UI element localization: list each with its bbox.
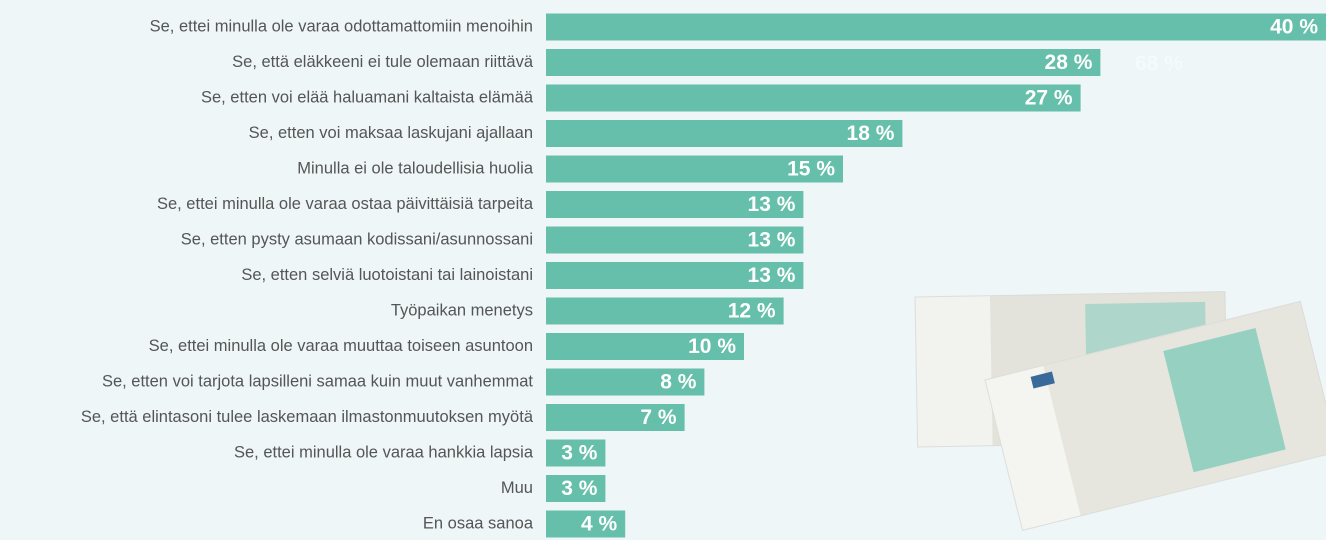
value-label: 3 % xyxy=(561,442,598,465)
value-label: 13 % xyxy=(748,264,796,287)
bar xyxy=(546,14,1326,41)
category-label: Se, ettei minulla ole varaa odottamattom… xyxy=(150,17,533,35)
value-label: 13 % xyxy=(748,193,796,216)
value-label: 15 % xyxy=(787,158,835,181)
value-label: 18 % xyxy=(847,122,895,145)
category-label: Se, etten voi maksaa laskujani ajallaan xyxy=(249,124,533,142)
value-label: 4 % xyxy=(581,513,618,536)
value-label: 40 % xyxy=(1270,16,1318,39)
category-label: Se, etten voi elää haluamani kaltaista e… xyxy=(201,88,534,106)
category-label: Se, etten voi tarjota lapsilleni samaa k… xyxy=(102,372,533,390)
category-label: Muu xyxy=(501,479,533,497)
category-label: Se, etten pysty asumaan kodissani/asunno… xyxy=(181,230,533,248)
category-label: Se, että eläkkeeni ei tule olemaan riitt… xyxy=(232,53,534,71)
category-label: Työpaikan menetys xyxy=(391,301,533,319)
value-label: 8 % xyxy=(660,371,697,394)
category-label: Se, etten selviä luotoistani tai lainois… xyxy=(241,266,533,284)
category-label: Se, ettei minulla ole varaa hankkia laps… xyxy=(234,443,534,461)
category-label: Minulla ei ole taloudellisia huolia xyxy=(297,159,534,177)
chart: Se, ettei minulla ole varaa odottamattom… xyxy=(0,0,1326,540)
value-label: 13 % xyxy=(748,229,796,252)
category-label: Se, ettei minulla ole varaa muuttaa tois… xyxy=(149,337,533,355)
value-label: 27 % xyxy=(1025,87,1073,110)
value-label: 28 % xyxy=(1045,51,1093,74)
category-label: Se, että elintasoni tulee laskemaan ilma… xyxy=(81,408,534,426)
annotation: 68 % xyxy=(1135,52,1183,75)
category-label: En osaa sanoa xyxy=(423,514,534,532)
value-label: 10 % xyxy=(688,335,736,358)
bar xyxy=(546,49,1100,76)
value-label: 7 % xyxy=(640,406,677,429)
bar xyxy=(546,85,1081,112)
value-label: 3 % xyxy=(561,477,598,500)
category-label: Se, ettei minulla ole varaa ostaa päivit… xyxy=(157,195,534,213)
value-label: 12 % xyxy=(728,300,776,323)
